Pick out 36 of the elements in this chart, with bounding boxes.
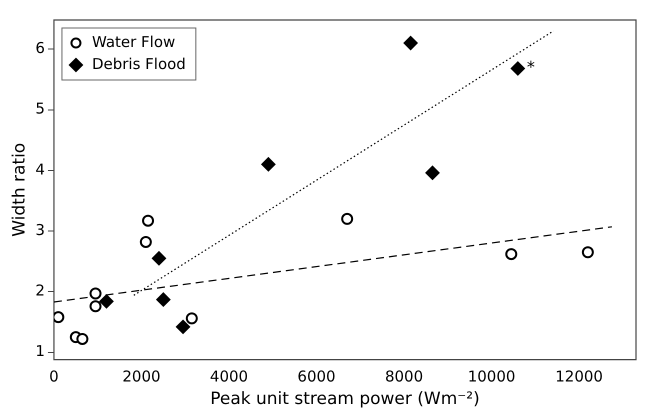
point: [90, 288, 102, 300]
point: [582, 246, 594, 258]
x-tick-label: 4000: [210, 367, 248, 386]
point: [404, 36, 418, 50]
y-axis-title: Width ratio: [10, 142, 30, 237]
x-axis-title: Peak unit stream power (Wm⁻²): [210, 389, 480, 410]
x-tick-label: 2000: [122, 367, 161, 386]
point: [426, 166, 440, 180]
x-tick-label: 0: [49, 367, 59, 386]
legend-label: Debris Flood: [92, 54, 186, 73]
point: [510, 62, 525, 76]
y-tick-label: 1: [35, 342, 45, 360]
annotation: *: [526, 58, 535, 77]
y-tick-label: 4: [35, 160, 45, 178]
point: [142, 214, 154, 227]
point: [90, 300, 102, 312]
point: [156, 292, 170, 307]
legend-label: Water Flow: [92, 32, 176, 51]
x-tick-label: 12000: [555, 367, 603, 386]
x-tick-label: 8000: [384, 367, 424, 386]
y-tick-label: 6: [35, 39, 45, 57]
point: [54, 311, 64, 324]
point: [261, 157, 276, 172]
point: [76, 332, 88, 345]
y-tick-label: 2: [35, 282, 45, 300]
y-tick-label: 5: [35, 100, 45, 118]
point: [140, 236, 152, 248]
point: [176, 320, 190, 334]
point: [186, 312, 198, 324]
y-tick-label: 3: [35, 220, 45, 239]
point: [152, 251, 166, 266]
point: [505, 248, 518, 260]
x-tick-label: 6000: [297, 367, 336, 386]
point: [341, 212, 354, 225]
point: [99, 294, 114, 308]
x-tick-label: 10000: [468, 367, 516, 386]
